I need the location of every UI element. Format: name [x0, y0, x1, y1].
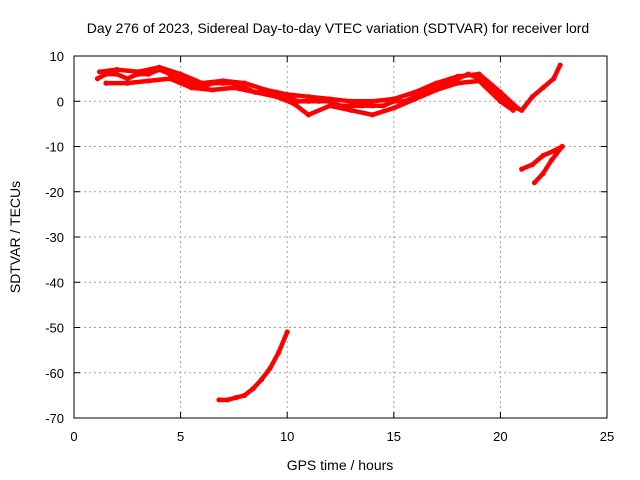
- data-point: [540, 85, 546, 91]
- data-point: [497, 89, 503, 95]
- data-point: [305, 112, 312, 118]
- data-point: [348, 103, 354, 109]
- data-point: [250, 386, 256, 392]
- data-point: [540, 171, 546, 177]
- data-point: [369, 112, 376, 118]
- y-tick-label: -70: [45, 411, 64, 426]
- data-point: [178, 71, 184, 77]
- data-point: [531, 180, 538, 186]
- data-point: [369, 103, 376, 109]
- y-tick-label: -60: [45, 366, 64, 381]
- data-point: [497, 98, 503, 104]
- data-point: [455, 73, 461, 79]
- data-point: [233, 395, 239, 401]
- data-point: [559, 143, 565, 150]
- data-point: [557, 62, 563, 68]
- data-point: [327, 96, 333, 102]
- x-tick-label: 15: [387, 429, 401, 444]
- data-point: [284, 91, 290, 98]
- data-point: [156, 64, 162, 70]
- data-point: [348, 107, 354, 113]
- x-tick-label: 5: [177, 429, 184, 444]
- y-tick-label: -50: [45, 321, 64, 336]
- data-point: [348, 98, 354, 104]
- data-point: [216, 397, 222, 403]
- data-point: [295, 98, 301, 104]
- data-point: [412, 96, 418, 102]
- series-line-trace-right-diagonal: [532, 144, 565, 185]
- data-point: [114, 71, 120, 77]
- data-point: [220, 78, 226, 84]
- y-tick-label: -40: [45, 275, 64, 290]
- data-point: [540, 153, 546, 159]
- data-point: [551, 76, 557, 82]
- data-point: [391, 105, 397, 111]
- data-point: [519, 107, 525, 113]
- data-point: [242, 392, 248, 398]
- data-point: [327, 103, 333, 109]
- data-point: [263, 87, 269, 93]
- x-axis-label: GPS time / hours: [287, 457, 394, 473]
- data-point: [359, 103, 365, 109]
- data-point: [305, 98, 312, 104]
- data-point: [103, 80, 109, 86]
- data-point: [529, 162, 536, 168]
- data-point: [135, 69, 141, 75]
- y-tick-label: -10: [45, 140, 64, 155]
- data-point: [305, 94, 312, 100]
- data-point: [188, 85, 194, 91]
- chart-title: Day 276 of 2023, Sidereal Day-to-day VTE…: [87, 20, 589, 36]
- data-point: [455, 80, 461, 86]
- y-tick-label: 0: [57, 94, 64, 109]
- data-point: [412, 89, 418, 95]
- data-point: [178, 76, 184, 82]
- data-point: [549, 157, 555, 163]
- data-point: [124, 76, 130, 82]
- data-point: [188, 80, 194, 86]
- data-point: [231, 85, 237, 91]
- data-point: [380, 103, 386, 109]
- data-point: [433, 80, 439, 86]
- data-point: [252, 89, 258, 95]
- data-point: [259, 376, 265, 383]
- data-point: [210, 87, 216, 93]
- x-tick-label: 20: [493, 429, 507, 444]
- data-point: [284, 329, 290, 335]
- data-point: [519, 166, 525, 172]
- data-point: [273, 94, 280, 100]
- series-layer: [94, 62, 565, 403]
- data-point: [529, 94, 536, 100]
- y-tick-label: 10: [50, 49, 64, 64]
- x-tick-label: 0: [70, 429, 77, 444]
- data-point: [276, 349, 282, 355]
- data-point: [510, 107, 516, 113]
- data-point: [124, 80, 130, 86]
- tick-layer: 0 5 10 15 20 25 10 0 -10 -20 -30 -40 -50 -60 -70: [45, 49, 614, 444]
- data-point: [391, 96, 397, 102]
- x-tick-label: 25: [600, 429, 614, 444]
- data-point: [267, 365, 273, 371]
- data-point: [199, 80, 205, 86]
- x-tick-label: 10: [280, 429, 294, 444]
- data-point: [242, 80, 248, 86]
- data-point: [97, 69, 103, 75]
- data-point: [476, 71, 482, 77]
- y-tick-label: -30: [45, 230, 64, 245]
- data-point: [291, 100, 297, 107]
- data-point: [433, 87, 439, 93]
- data-point: [146, 71, 152, 77]
- y-axis-label: SDTVAR / TECUs: [7, 181, 23, 293]
- y-tick-label: -20: [45, 185, 64, 200]
- data-point: [94, 76, 101, 82]
- data-point: [514, 105, 521, 111]
- data-point: [146, 78, 152, 84]
- data-point: [369, 98, 376, 104]
- data-point: [167, 76, 173, 82]
- data-point: [224, 397, 231, 403]
- data-point: [476, 78, 482, 84]
- data-point: [114, 67, 120, 73]
